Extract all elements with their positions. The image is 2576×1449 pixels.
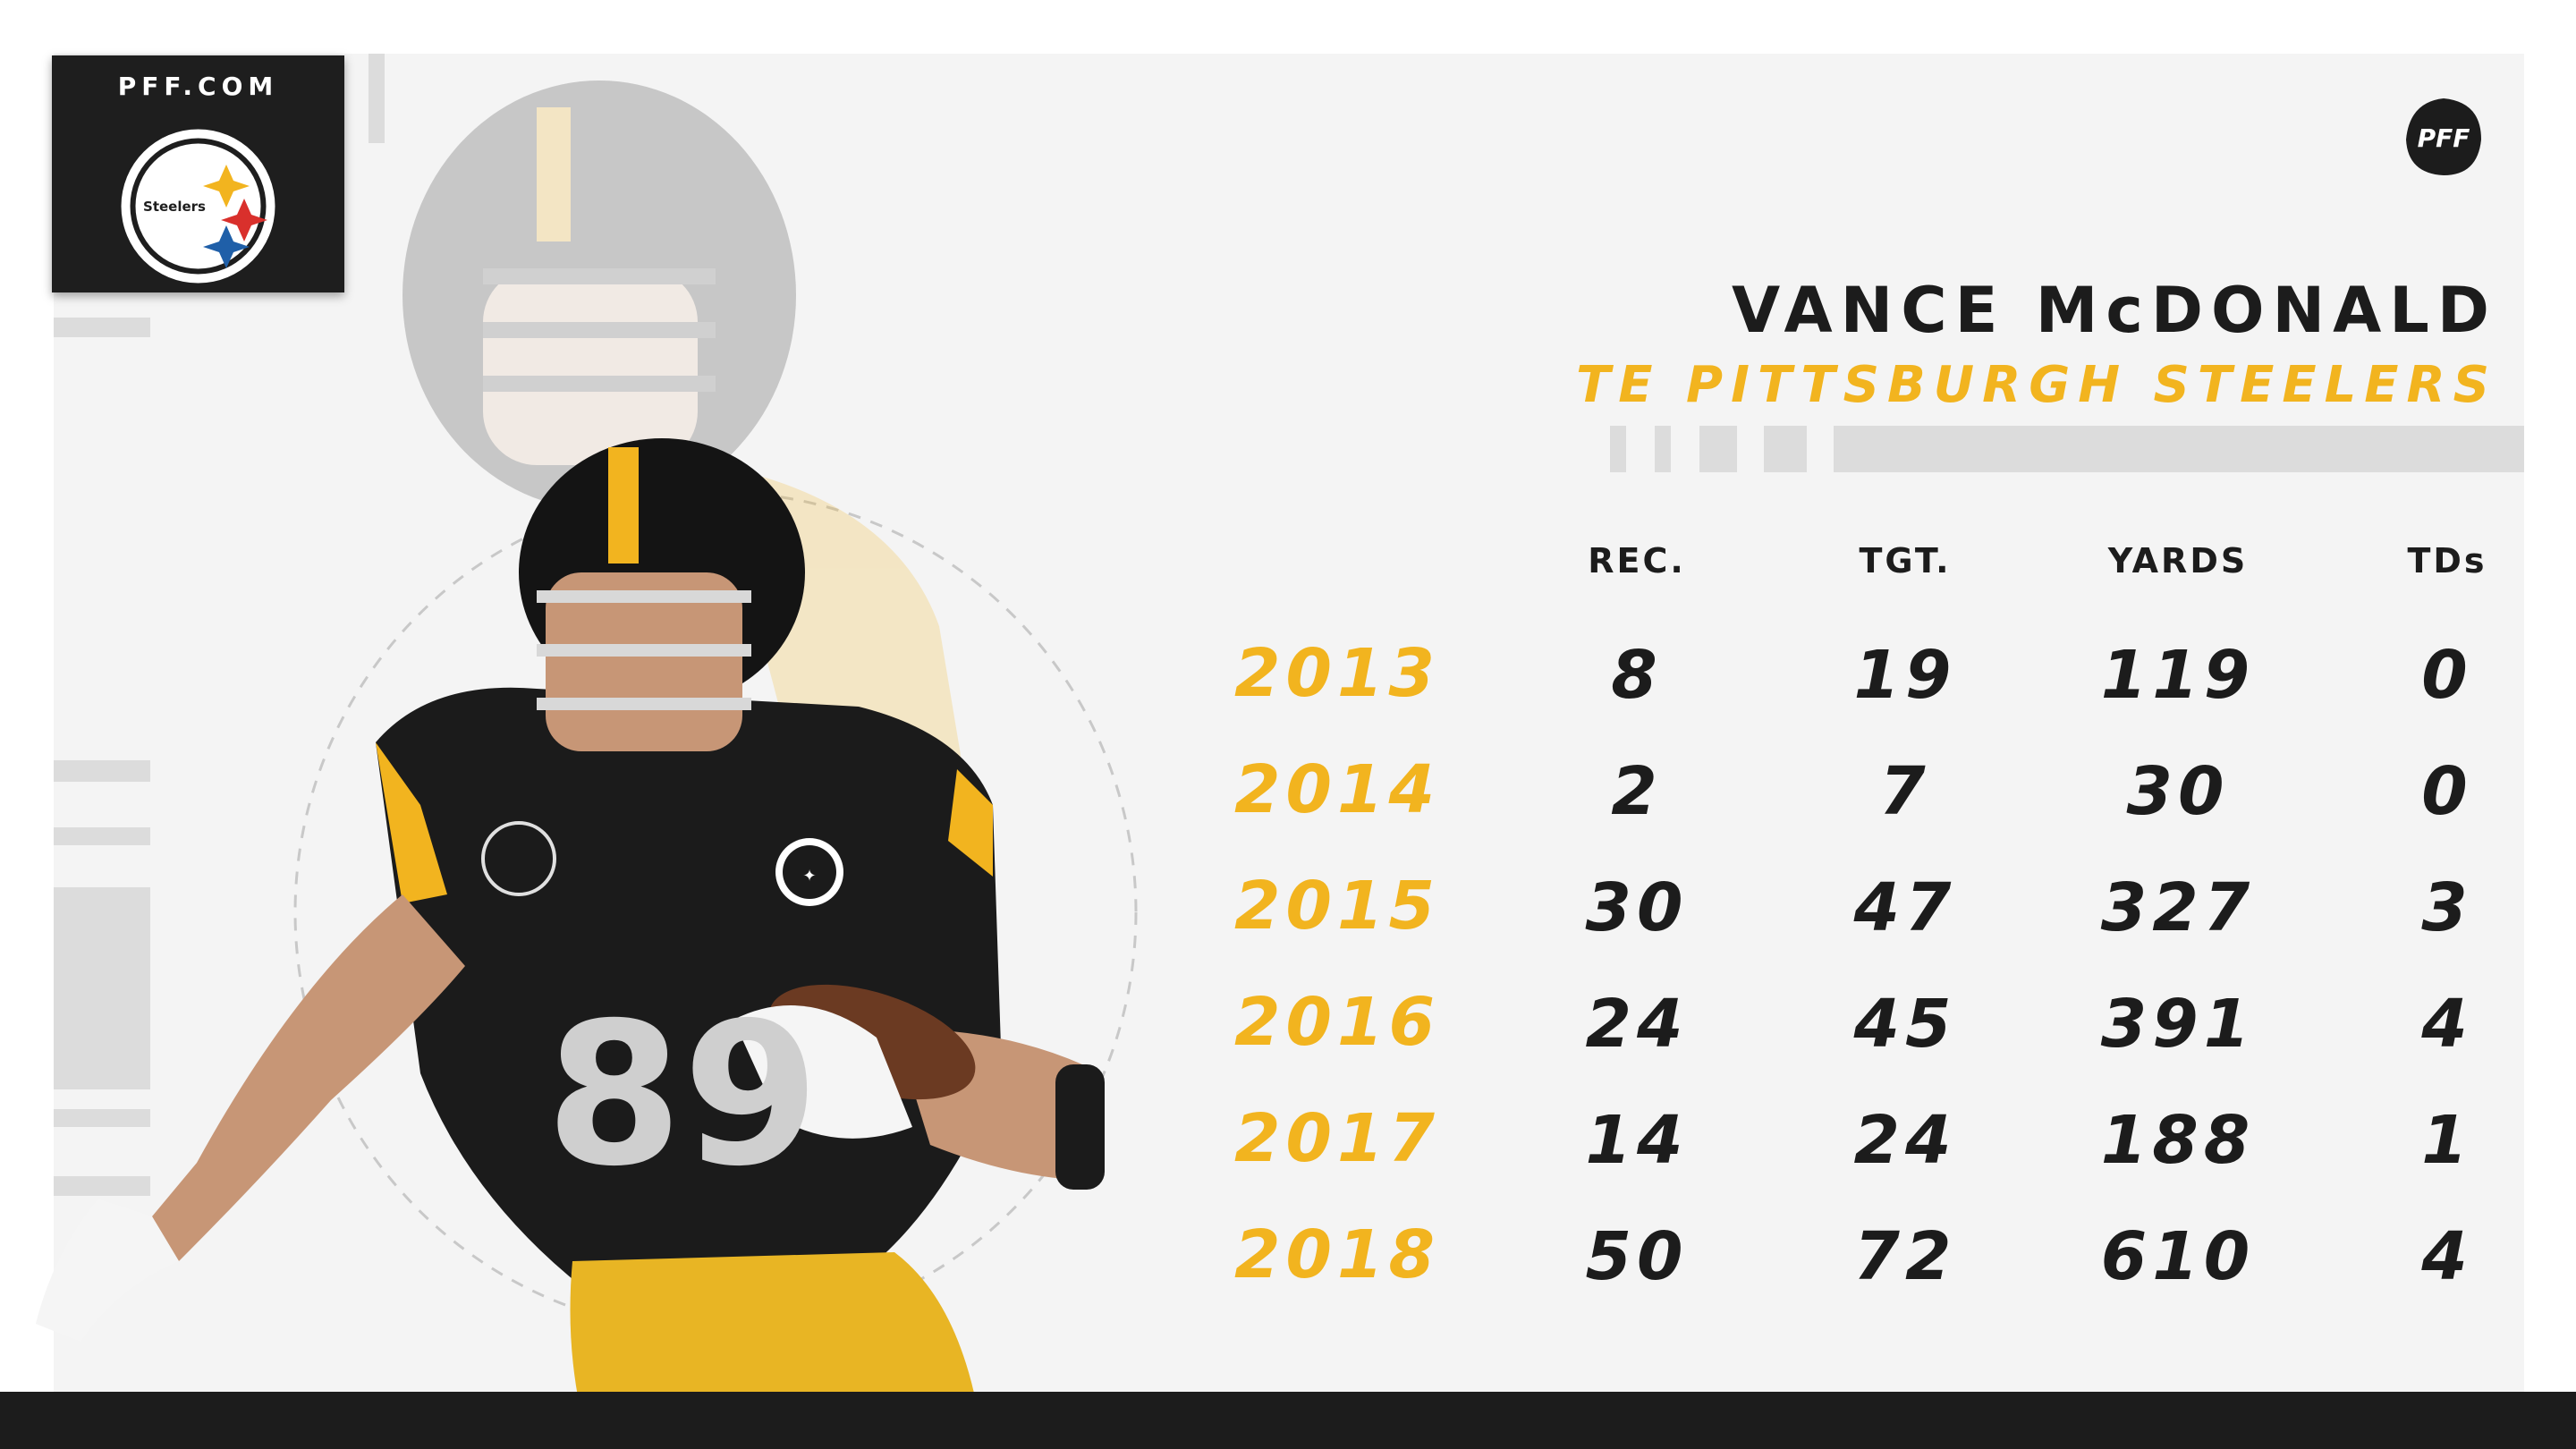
player-photo: 89 ✦ — [36, 80, 1138, 1449]
stat-yards: 327 — [2100, 869, 2256, 946]
deco-bar — [1655, 426, 1671, 472]
pff-brand-text: PFF — [2418, 123, 2470, 153]
player-position-team: TE PITTSBURGH STEELERS — [1576, 356, 2497, 414]
stat-rec: 30 — [1585, 869, 1689, 946]
stat-rec: 50 — [1585, 1218, 1689, 1295]
steelers-logo-icon: Steelers — [121, 129, 275, 284]
stat-tds: 3 — [2421, 869, 2473, 946]
team-logo-card: PFF.COM Steelers — [52, 55, 344, 292]
stat-rec: 14 — [1585, 1102, 1689, 1179]
deco-bar — [54, 318, 150, 337]
svg-text:✦: ✦ — [802, 867, 816, 886]
player-name: VANCE McDONALD — [1732, 274, 2497, 347]
stat-tds: 4 — [2421, 986, 2473, 1063]
stat-tgt: 7 — [1879, 753, 1931, 830]
team-logo-text: Steelers — [143, 199, 206, 215]
pff-brand-icon: PFF — [2406, 98, 2481, 175]
stat-rec: 2 — [1611, 753, 1663, 830]
stat-row-year: 2014 — [1234, 751, 1440, 828]
stat-tgt: 72 — [1853, 1218, 1957, 1295]
stat-yards: 610 — [2100, 1218, 2256, 1295]
stat-tds: 1 — [2421, 1102, 2473, 1179]
stat-yards: 30 — [2126, 753, 2230, 830]
column-header-tds: TDs — [2407, 541, 2487, 580]
deco-bar — [54, 887, 150, 1089]
deco-bar — [54, 1109, 150, 1127]
stat-tds: 0 — [2421, 753, 2473, 830]
stat-yards: 119 — [2100, 637, 2256, 714]
column-header-yards: YARDS — [2107, 541, 2249, 580]
stat-row-year: 2017 — [1234, 1100, 1440, 1177]
deco-bar — [1610, 426, 1626, 472]
stat-rec: 24 — [1585, 986, 1689, 1063]
site-label: PFF.COM — [117, 72, 279, 101]
stat-tgt: 19 — [1853, 637, 1957, 714]
stat-yards: 188 — [2100, 1102, 2256, 1179]
column-header-tgt: TGT. — [1859, 541, 1952, 580]
stat-row-year: 2015 — [1234, 868, 1440, 945]
deco-bar — [54, 760, 150, 782]
stat-yards: 391 — [2100, 986, 2256, 1063]
stat-tgt: 24 — [1853, 1102, 1957, 1179]
stat-row-year: 2018 — [1234, 1216, 1440, 1293]
deco-bar — [1699, 426, 1737, 472]
svg-text:89: 89 — [546, 980, 819, 1209]
deco-bar — [369, 54, 385, 143]
column-header-rec: REC. — [1588, 541, 1686, 580]
stat-tgt: 45 — [1853, 986, 1957, 1063]
stat-tds: 0 — [2421, 637, 2473, 714]
deco-bar — [54, 827, 150, 845]
stat-tgt: 47 — [1853, 869, 1957, 946]
stat-tds: 4 — [2421, 1218, 2473, 1295]
stat-row-year: 2013 — [1234, 635, 1440, 712]
stat-rec: 8 — [1611, 637, 1663, 714]
deco-bar — [54, 1176, 150, 1196]
footer-bar — [0, 1392, 2576, 1449]
deco-bar — [1834, 426, 2524, 472]
deco-bar — [1764, 426, 1807, 472]
stat-row-year: 2016 — [1234, 984, 1440, 1061]
